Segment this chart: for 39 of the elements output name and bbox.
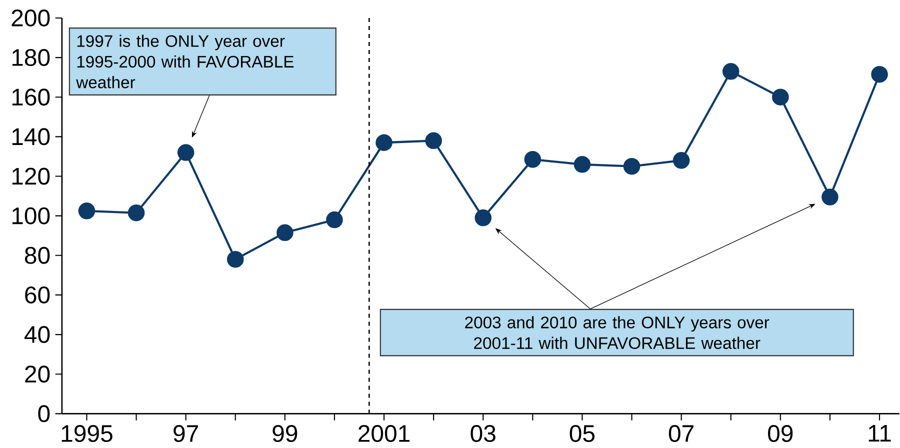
x-tick-label: 11	[868, 425, 891, 442]
y-tick-label: 160	[12, 88, 50, 106]
y-tick-label: 80	[24, 247, 50, 264]
annotation: 1997 is the ONLY year over 1995-2000 with FAVORABLE weather	[76, 34, 294, 88]
x-tick-label: 03	[470, 425, 496, 442]
point	[78, 202, 96, 220]
point	[425, 132, 442, 150]
point	[722, 63, 740, 80]
point	[574, 156, 591, 173]
y-tick-label: 20	[25, 366, 50, 383]
point	[822, 188, 838, 206]
point	[524, 151, 542, 168]
x-tick-label: 2001	[358, 425, 410, 442]
point	[623, 158, 640, 175]
point	[474, 210, 492, 226]
x-tick-label: 99	[272, 425, 298, 442]
point	[772, 88, 789, 106]
y-tick-label: 180	[12, 49, 50, 66]
x-tick-label: 09	[768, 425, 793, 442]
y-tick-label: 200	[12, 10, 50, 27]
y-tick-label: 100	[12, 208, 50, 224]
y-tick-label: 60	[25, 286, 50, 304]
point	[672, 152, 690, 169]
y-tick-label: 140	[12, 128, 50, 146]
y-tick-label: 120	[12, 168, 50, 185]
x-tick-label: 07	[668, 425, 694, 442]
point	[871, 66, 888, 83]
y-tick-label: 0	[38, 405, 50, 422]
point	[326, 212, 343, 228]
annotation: 2003 and 2010 are the ONLY years over 2001-11 with UNFAVORABLE weather	[465, 316, 770, 350]
point	[128, 204, 145, 222]
x-tick-label: 1995	[62, 425, 112, 442]
x-tick-label: 97	[174, 425, 198, 442]
point	[177, 144, 194, 162]
point	[276, 224, 294, 242]
x-tick-label: 05	[570, 425, 595, 442]
y-tick-label: 40	[24, 326, 50, 344]
point	[226, 251, 244, 268]
point	[376, 134, 392, 152]
